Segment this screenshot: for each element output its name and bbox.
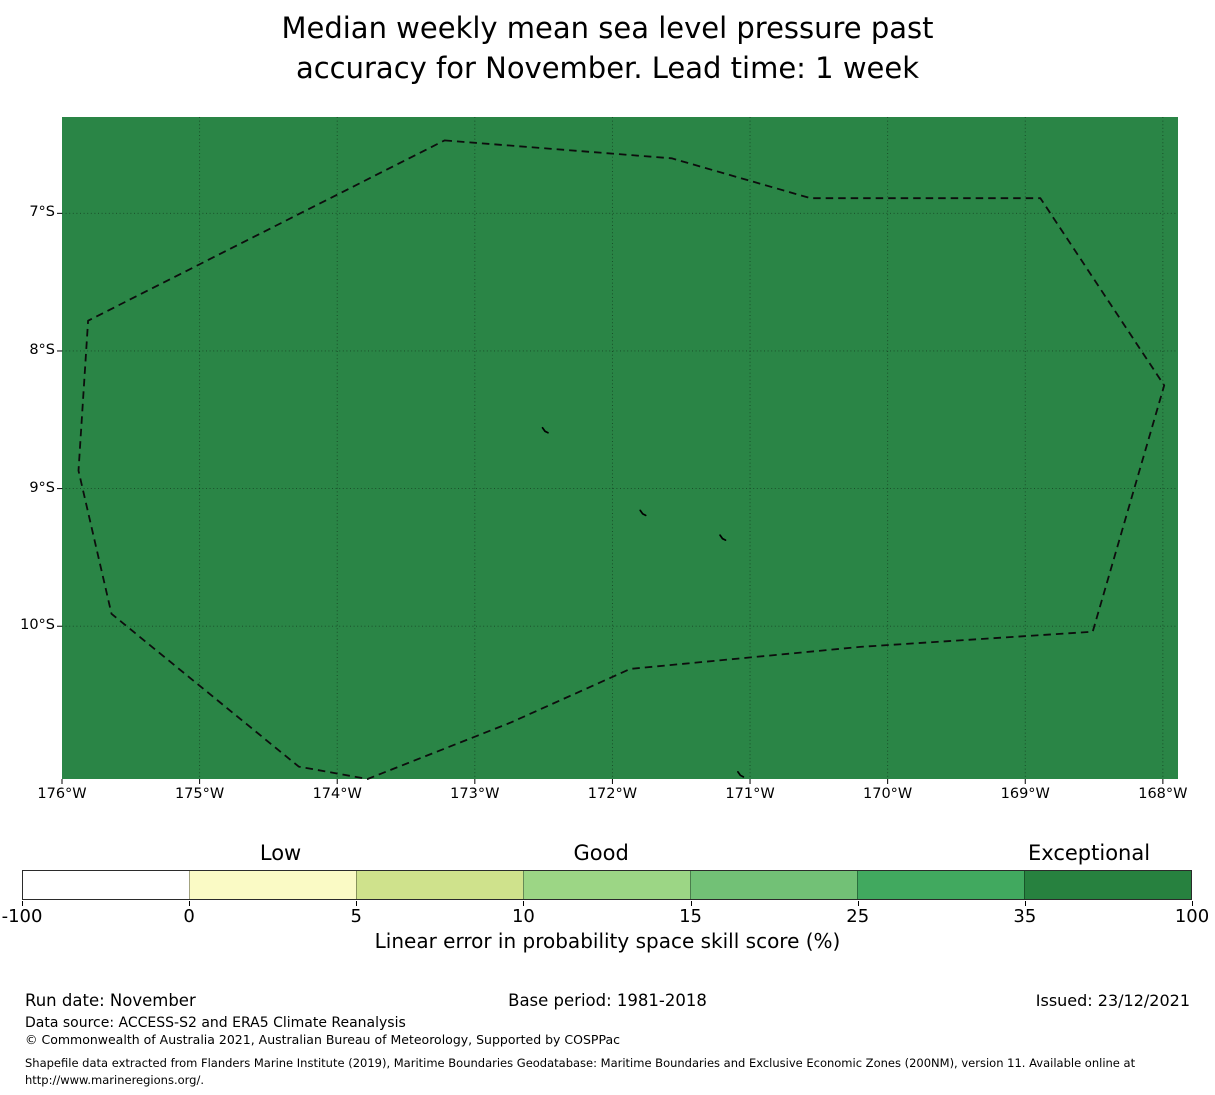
- map-canvas: [57, 117, 1178, 784]
- colorbar-tick: [857, 901, 859, 906]
- title-line-1: Median weekly mean sea level pressure pa…: [281, 11, 934, 45]
- x-axis-label: 176°W: [37, 786, 87, 802]
- colorbar-segment: [356, 871, 523, 899]
- x-axis-label: 173°W: [450, 786, 500, 802]
- colorbar-tick-label: 100: [1174, 906, 1210, 927]
- colorbar-tick-label: 25: [846, 906, 870, 927]
- colorbar-segment: [1024, 871, 1191, 899]
- colorbar-segment: [189, 871, 356, 899]
- colorbar-tick-label: 15: [679, 906, 703, 927]
- colorbar-category-label: Exceptional: [1028, 841, 1151, 865]
- island-mark: [639, 509, 647, 517]
- sea-fill-region: [62, 117, 1178, 779]
- colorbar-tick: [189, 901, 191, 906]
- colorbar-tick: [1024, 901, 1026, 906]
- x-axis-label: 168°W: [1138, 786, 1188, 802]
- footer-issued: Issued: 23/12/2021: [1035, 991, 1190, 1010]
- colorbar-tick-label: 0: [183, 906, 195, 927]
- footer-copyright: © Commonwealth of Australia 2021, Austra…: [25, 1032, 620, 1047]
- y-axis-label: 9°S: [29, 479, 55, 496]
- island-mark: [737, 771, 745, 778]
- colorbar-tick-label: 10: [511, 906, 535, 927]
- colorbar-category-label: Low: [259, 841, 302, 865]
- colorbar-segment: [523, 871, 690, 899]
- colorbar-tick: [356, 901, 358, 906]
- colorbar-segment: [857, 871, 1024, 899]
- eez-boundary-line: [77, 139, 1166, 780]
- footer-base-period: Base period: 1981-2018: [508, 991, 707, 1010]
- colorbar-segment: [23, 871, 189, 899]
- y-axis-label: 10°S: [20, 617, 55, 634]
- colorbar-tick: [22, 901, 23, 906]
- x-axis-label: 170°W: [863, 786, 913, 802]
- footer-shapefile-line-1: Shapefile data extracted from Flanders M…: [25, 1056, 1136, 1070]
- x-axis-label: 169°W: [1000, 786, 1050, 802]
- y-axis-label: 8°S: [29, 341, 55, 358]
- title-line-2: accuracy for November. Lead time: 1 week: [295, 51, 920, 85]
- colorbar-tick-label: 35: [1013, 906, 1037, 927]
- colorbar-category-label: Good: [573, 841, 629, 865]
- x-axis-label: 171°W: [725, 786, 775, 802]
- x-axis-label: 172°W: [587, 786, 638, 802]
- colorbar-tick: [1192, 901, 1193, 906]
- footer-data-source: Data source: ACCESS-S2 and ERA5 Climate …: [25, 1015, 406, 1031]
- x-axis-label: 175°W: [174, 786, 225, 802]
- colorbar-tick-label: -100: [1, 906, 43, 927]
- footer-run-date: Run date: November: [25, 991, 196, 1010]
- colorbar-tick: [523, 901, 525, 906]
- figure-title: Median weekly mean sea level pressure pa…: [0, 8, 1215, 88]
- x-axis-label: 174°W: [312, 786, 362, 802]
- colorbar-caption: Linear error in probability space skill …: [374, 929, 841, 953]
- colorbar-segment: [690, 871, 857, 899]
- footer-shapefile-line-2: http://www.marineregions.org/.: [25, 1073, 204, 1087]
- y-axis-label: 7°S: [29, 204, 55, 221]
- colorbar-tick: [690, 901, 692, 906]
- island-mark: [719, 534, 727, 541]
- colorbar: [22, 870, 1192, 900]
- island-mark: [541, 426, 549, 434]
- colorbar-tick-label: 5: [350, 906, 363, 927]
